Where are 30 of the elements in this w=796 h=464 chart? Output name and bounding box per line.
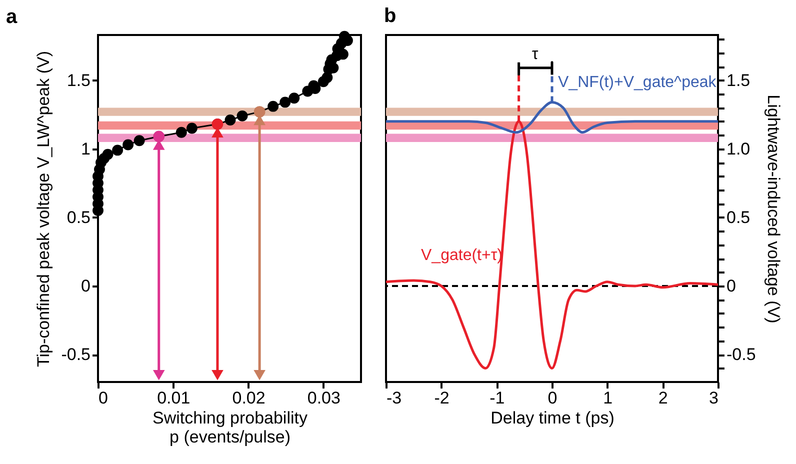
y-tick-label: 0	[726, 276, 736, 296]
x-tick-label: 0.03	[307, 388, 340, 408]
y-tick-label: 1.0	[726, 139, 750, 158]
chart-title: a	[6, 6, 18, 28]
y-tick-label: 1	[81, 139, 90, 158]
x-tick-label: -1	[490, 388, 505, 408]
x-tick-label: 2	[658, 388, 668, 408]
x-tick-label: 0	[98, 388, 108, 408]
x-tick-label: 3	[709, 388, 718, 408]
y-axis-title: Lightwave-induced voltage (V)	[764, 94, 783, 324]
x-tick-label: 1	[603, 388, 613, 408]
y-tick-label: 1.5	[726, 70, 750, 90]
y-tick-label: -0.5	[726, 345, 756, 364]
y-tick-label: -0.5	[61, 345, 90, 364]
x-axis-title: Switching probability p (events/pulse)	[152, 408, 308, 446]
x-tick-label: 0	[548, 388, 558, 408]
y-tick-label: 1.5	[66, 70, 90, 90]
chart-title: b	[384, 5, 396, 28]
y-tick-label: 0	[81, 276, 90, 296]
x-tick-label: 0.01	[157, 388, 190, 408]
y-tick-label: 0.5	[726, 208, 750, 227]
x-tick-label: 0.02	[232, 388, 266, 408]
annotation: V_gate(t+τ)	[421, 247, 502, 264]
y-tick-label: 0.5	[66, 208, 90, 227]
x-axis-title: Delay time t (ps)	[490, 408, 614, 428]
annotation: V_NF(t)+V_gate^peak	[558, 74, 718, 91]
x-tick-label: -2	[434, 388, 450, 408]
y-axis-title: Tip-confined peak voltage V_LW^peak (V)	[34, 50, 54, 368]
x-tick-label: -3	[386, 388, 402, 408]
annotation: τ	[532, 46, 539, 63]
